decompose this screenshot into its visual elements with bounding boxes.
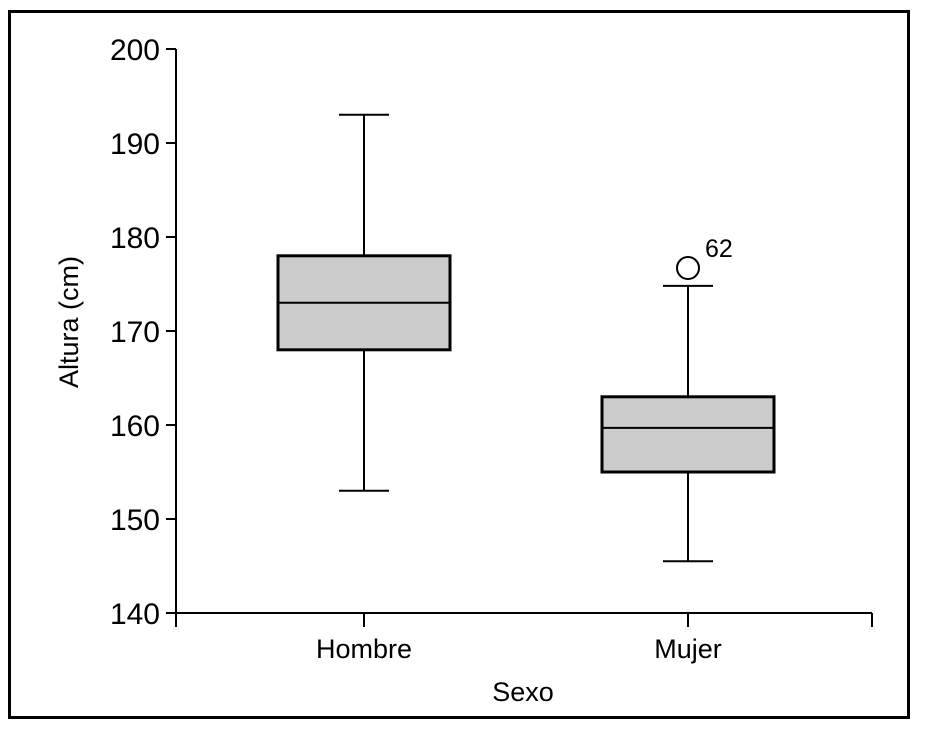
outlier-label-mujer-0: 62 xyxy=(705,235,733,263)
y-tick-label-170: 170 xyxy=(110,316,160,349)
box-hombre xyxy=(276,113,452,492)
iqr-box-mujer xyxy=(600,395,776,474)
y-tick-label-160: 160 xyxy=(110,410,160,443)
box-mujer: 62 xyxy=(600,235,776,563)
x-axis-title: Sexo xyxy=(492,677,554,707)
y-tick-label-140: 140 xyxy=(110,598,160,631)
y-tick-label-150: 150 xyxy=(110,504,160,537)
y-axis-title: Altura (cm) xyxy=(54,256,84,388)
y-tick-label-200: 200 xyxy=(110,34,160,67)
x-tick-label-mujer: Mujer xyxy=(654,634,722,664)
x-tick-label-hombre: Hombre xyxy=(316,634,412,664)
x-axis: Hombre Mujer xyxy=(176,612,873,664)
chart-frame xyxy=(8,10,910,719)
boxes-layer: 62 xyxy=(276,113,776,563)
y-axis: 140 150 160 170 180 190 200 xyxy=(110,34,177,631)
y-tick-label-190: 190 xyxy=(110,128,160,161)
outlier-point-mujer-0 xyxy=(676,256,700,281)
y-tick-label-180: 180 xyxy=(110,222,160,255)
